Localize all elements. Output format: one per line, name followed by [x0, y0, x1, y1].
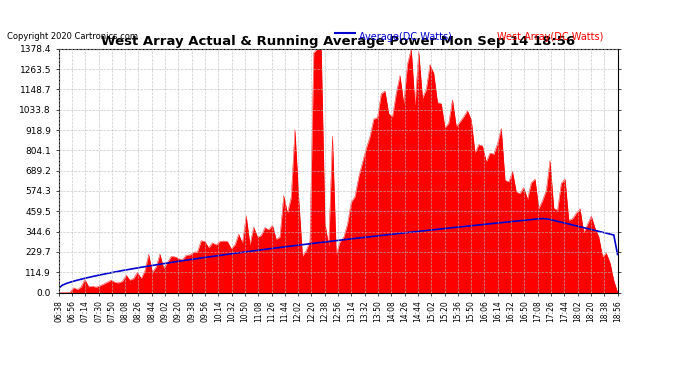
Text: Average(DC Watts): Average(DC Watts): [359, 32, 452, 42]
Text: West Array(DC Watts): West Array(DC Watts): [497, 32, 603, 42]
Title: West Array Actual & Running Average Power Mon Sep 14 18:56: West Array Actual & Running Average Powe…: [101, 34, 575, 48]
Text: Copyright 2020 Cartronics.com: Copyright 2020 Cartronics.com: [7, 32, 138, 41]
